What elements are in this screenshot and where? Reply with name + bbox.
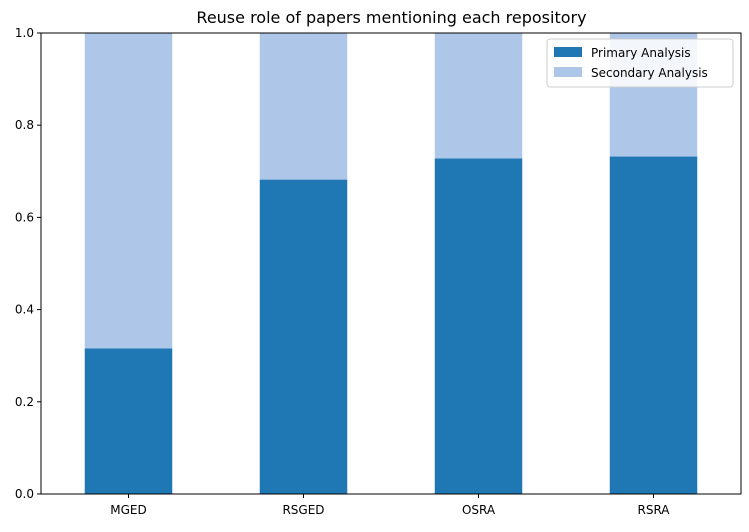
legend-box <box>546 38 734 88</box>
y-tick-label: 0.0 <box>15 487 34 501</box>
legend-label: Primary Analysis <box>591 46 691 60</box>
y-tick-label: 0.6 <box>15 210 34 224</box>
bar-rsra-primary <box>609 156 698 494</box>
bars-group <box>84 33 698 494</box>
x-tick-label: RSGED <box>282 503 324 517</box>
axes-group: 0.0 0.2 0.4 0.6 0.8 1.0 MGED RSGED OSRA RSRA <box>15 26 742 517</box>
bar-osra-secondary <box>434 33 523 159</box>
x-tick-label: OSRA <box>462 503 496 517</box>
legend-swatch <box>554 47 582 57</box>
x-tick-label: MGED <box>110 503 146 517</box>
legend-label: Secondary Analysis <box>591 66 708 80</box>
y-tick-label: 0.4 <box>15 303 34 317</box>
y-tick-label: 0.2 <box>15 395 34 409</box>
y-tick-label: 1.0 <box>15 26 34 40</box>
legend: Primary Analysis Secondary Analysis <box>546 38 734 88</box>
bar-osra-primary <box>434 158 523 494</box>
legend-swatch <box>554 67 582 77</box>
bar-mged-secondary <box>84 33 173 349</box>
x-tick-label: RSRA <box>637 503 670 517</box>
y-tick-label: 0.8 <box>15 118 34 132</box>
plot-frame <box>40 32 742 495</box>
bar-rsged-secondary <box>259 33 348 180</box>
chart-title: Reuse role of papers mentioning each rep… <box>196 8 586 27</box>
bar-rsged-primary <box>259 179 348 494</box>
bar-mged-primary <box>84 348 173 494</box>
